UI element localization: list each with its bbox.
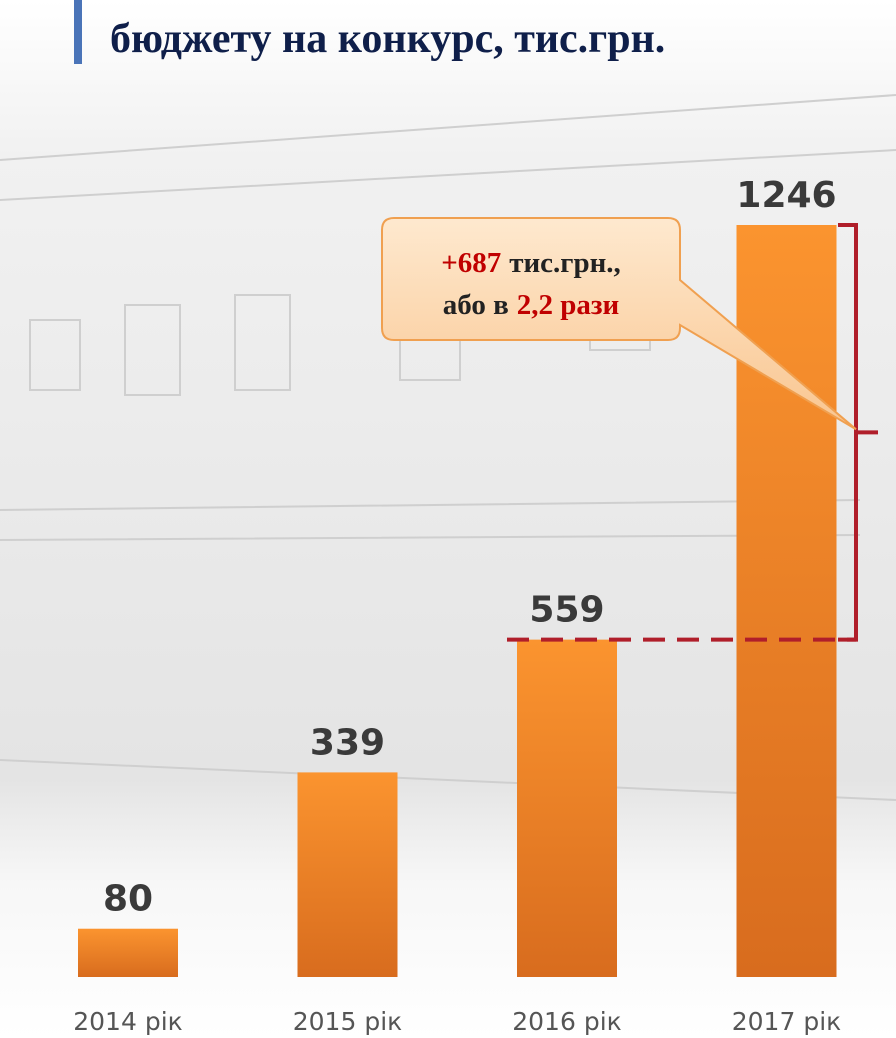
chart-title: бюджету на конкурс, тис.грн. [110,16,665,62]
callout [381,217,857,431]
data-label: 339 [310,722,385,763]
x-tick-label: 2015 рік [293,1007,403,1036]
data-label: 559 [529,590,604,631]
x-tick-label: 2014 рік [73,1007,183,1036]
data-label: 1246 [736,175,836,216]
bar [78,928,178,977]
bar [517,639,617,977]
callout-text: +687 тис.грн., [441,247,621,279]
callout-part: тис.грн., [509,247,621,279]
data-label: 80 [103,879,153,920]
x-tick-label: 2016 рік [512,1007,622,1036]
callout-part: або в [443,289,509,321]
difference-bracket [838,223,878,642]
callout-part: 2,2 рази [517,289,620,321]
callout-part: +687 [441,247,501,279]
x-tick-label: 2017 рік [732,1007,842,1036]
bar [736,225,837,977]
title-accent [74,0,82,64]
callout-text: або в 2,2 рази [443,289,620,321]
bar [297,772,398,977]
